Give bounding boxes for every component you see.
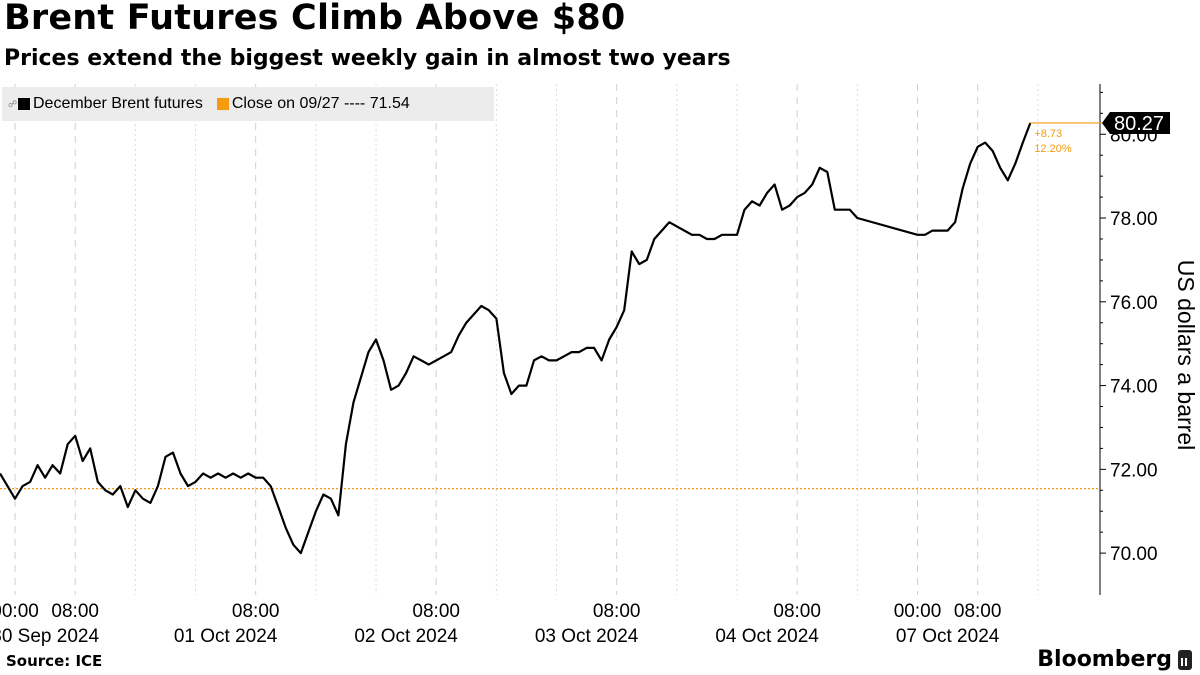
x-tick-label: 08:00 xyxy=(412,601,460,622)
x-date-label: 03 Oct 2024 xyxy=(535,626,639,647)
brand-logo: Bloomberg xyxy=(1037,647,1192,672)
chart-title: Brent Futures Climb Above $80 xyxy=(4,0,626,38)
x-tick-label: 08:00 xyxy=(954,601,1002,622)
last-value-tag xyxy=(1102,111,1170,134)
series-line-brent xyxy=(0,122,1032,555)
pin-icon[interactable]: ☍ xyxy=(8,98,18,109)
y-tick-label: 74.00 xyxy=(1110,377,1158,398)
x-tick-label: 00:00 xyxy=(0,601,39,622)
source-note: Source: ICE xyxy=(6,652,103,670)
x-tick-label: 08:00 xyxy=(51,601,99,622)
legend-swatch-close xyxy=(216,98,229,110)
change-pct-annotation: 12.20% xyxy=(1034,143,1072,155)
y-tick-label: 78.00 xyxy=(1110,209,1158,230)
chart-legend: ☍ December Brent futures Close on 09/27 … xyxy=(2,87,494,121)
change-annotation: +8.73 xyxy=(1034,128,1062,140)
last-value-label: 80.27 xyxy=(1114,113,1164,135)
y-tick-label: 76.00 xyxy=(1110,293,1158,314)
x-date-label: 01 Oct 2024 xyxy=(174,626,278,647)
y-tick-label: 70.00 xyxy=(1110,544,1158,565)
legend-item-brent[interactable]: December Brent futures xyxy=(18,95,203,113)
chart-subtitle: Prices extend the biggest weekly gain in… xyxy=(4,46,731,71)
legend-label-close: Close on 09/27 ---- 71.54 xyxy=(231,95,410,112)
x-date-label: 04 Oct 2024 xyxy=(715,626,819,647)
y-axis-label: US dollars a barrel xyxy=(1173,260,1199,450)
x-date-label: 02 Oct 2024 xyxy=(354,626,458,647)
brand-name: Bloomberg xyxy=(1037,647,1172,672)
x-date-label: 30 Sep 2024 xyxy=(0,626,99,647)
x-tick-label: 08:00 xyxy=(232,601,280,622)
x-tick-label: 08:00 xyxy=(773,601,821,622)
legend-label-brent: December Brent futures xyxy=(33,95,203,112)
y-tick-label: 72.00 xyxy=(1110,460,1158,481)
legend-swatch-brent xyxy=(18,98,30,110)
legend-item-close[interactable]: Close on 09/27 ---- 71.54 xyxy=(216,95,410,113)
x-tick-label: 08:00 xyxy=(593,601,641,622)
x-date-label: 07 Oct 2024 xyxy=(896,626,1000,647)
bloomberg-terminal-icon xyxy=(1178,649,1192,670)
x-tick-label: 00:00 xyxy=(894,601,942,622)
